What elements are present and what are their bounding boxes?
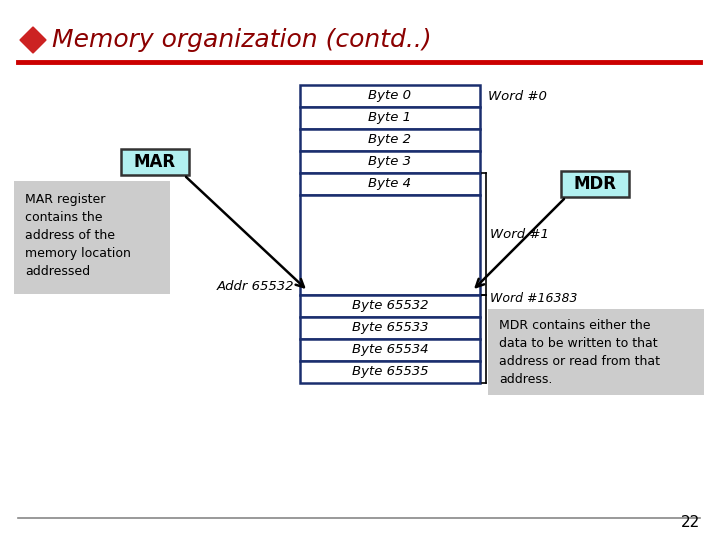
Bar [300,151,480,173]
Bar [300,361,480,383]
FancyBboxPatch shape [121,149,189,175]
Text: MDR: MDR [574,175,616,193]
Bar [300,317,480,339]
Bar [300,85,480,107]
Text: Addr 65532: Addr 65532 [217,280,294,293]
Text: MDR contains either the
data to be written to that
address or read from that
add: MDR contains either the data to be writt… [499,319,660,386]
FancyBboxPatch shape [561,171,629,197]
FancyBboxPatch shape [14,181,170,294]
Text: Word #0: Word #0 [488,90,547,103]
Text: Byte 65535: Byte 65535 [352,366,428,379]
Text: Memory organization (contd..): Memory organization (contd..) [52,28,431,52]
Text: Byte 1: Byte 1 [369,111,412,125]
Text: Word #1: Word #1 [490,227,549,240]
Text: Byte 65533: Byte 65533 [352,321,428,334]
Text: MAR: MAR [134,153,176,171]
Text: Byte 65532: Byte 65532 [352,300,428,313]
Text: Byte 4: Byte 4 [369,178,412,191]
Text: 22: 22 [680,515,700,530]
Text: Byte 65534: Byte 65534 [352,343,428,356]
Text: Byte 3: Byte 3 [369,156,412,168]
Bar [300,195,480,295]
Bar [300,173,480,195]
Bar [300,295,480,317]
FancyBboxPatch shape [488,309,704,395]
Text: MAR register
contains the
address of the
memory location
addressed: MAR register contains the address of the… [25,193,131,278]
Bar [300,339,480,361]
Polygon shape [20,27,46,53]
Text: Byte 0: Byte 0 [369,90,412,103]
Bar [300,129,480,151]
Text: Byte 2: Byte 2 [369,133,412,146]
Text: Word #16383: Word #16383 [490,292,577,305]
Bar [300,107,480,129]
